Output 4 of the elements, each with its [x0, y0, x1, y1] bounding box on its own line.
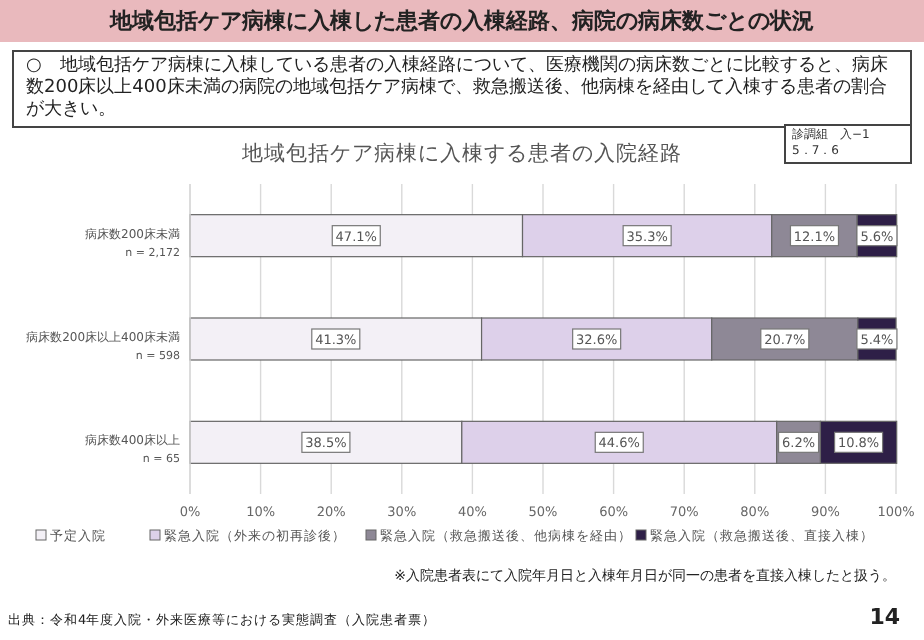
text: ○ 地域包括ケア病棟に入棟している患者の入棟経路について、医療機関の病床数ごとに比較すると、病床数200床以上400床未満の病院の地域包括ケア病棟で、救急搬送後、他病棟を経由して入棟する患者の割合が大きい。 [12, 50, 912, 128]
chart-subtitle: 地域包括ケア病棟に入棟した患者の入棟経路、病院の病床数ごとの状況 [0, 0, 924, 42]
text: 14 [869, 604, 900, 630]
chart-title: 地域包括ケア病棟に入棟する患者の入院経路 [240, 140, 682, 166]
